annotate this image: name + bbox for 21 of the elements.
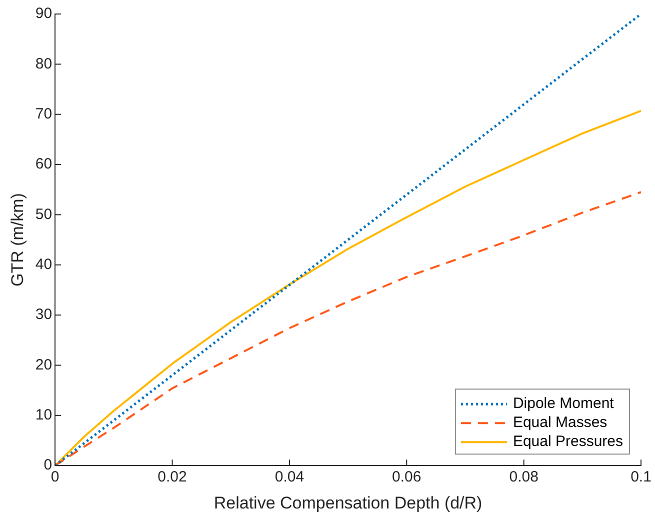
y-tick-label: 0 — [44, 456, 52, 474]
x-tick-label: 0.1 — [630, 468, 652, 486]
x-tick-label: 0.06 — [392, 468, 422, 486]
y-tick-label: 30 — [35, 306, 52, 324]
line-series — [55, 14, 641, 466]
y-axis-title: GTR (m/km) — [8, 193, 27, 287]
y-tick-label: 70 — [35, 105, 52, 122]
x-tick-label: 0.08 — [509, 468, 538, 486]
x-tick-label: 0.02 — [158, 468, 187, 486]
y-tick-label: 90 — [35, 5, 52, 22]
x-axis-title: Relative Compensation Depth (d/R) — [214, 493, 482, 512]
y-tick-label: 40 — [35, 256, 52, 274]
legend-label: Equal Pressures — [512, 433, 624, 450]
y-tick-label: 10 — [35, 406, 52, 424]
y-tick-label: 20 — [35, 356, 52, 374]
legend-label: Equal Masses — [512, 414, 608, 432]
y-tick-label: 50 — [35, 206, 52, 223]
legend-label: Dipole Moment — [512, 395, 615, 412]
x-tick-label: 0.04 — [274, 468, 304, 486]
y-tick-label: 60 — [35, 156, 52, 173]
y-tick-label: 80 — [35, 55, 52, 72]
